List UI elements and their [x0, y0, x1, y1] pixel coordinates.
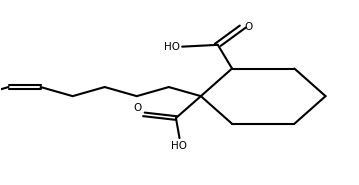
Text: O: O — [134, 102, 142, 112]
Text: HO: HO — [164, 42, 180, 52]
Text: O: O — [244, 22, 253, 32]
Text: HO: HO — [172, 141, 187, 151]
